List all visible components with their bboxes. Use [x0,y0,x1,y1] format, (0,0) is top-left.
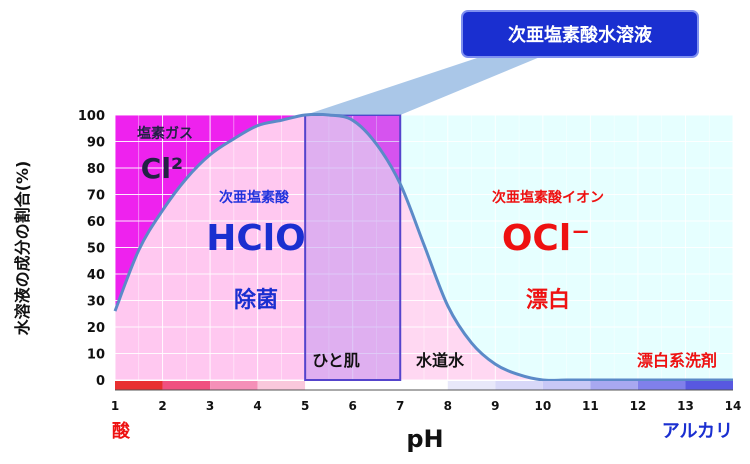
title-box [461,10,699,58]
series-curve [113,112,733,382]
x-tick-label: 9 [491,399,499,413]
y-tick-label: 100 [78,109,105,124]
ocl-formula: OCl⁻ [502,218,590,259]
series-curve-layer [113,112,734,382]
x-tick-label: 12 [630,399,647,413]
skin-annotation: ひと肌 [312,351,360,370]
hclo-use-label: 除菌 [234,287,278,313]
y-tick-label: 10 [87,348,105,363]
y-axis-label: 水溶液の成分の割合(%) [13,161,32,336]
x-tick-label: 7 [396,399,404,413]
x-tick-label: 4 [253,399,261,413]
ocl-region-label: 次亜塩素酸イオン [492,189,604,206]
ph-bar-segment [115,381,163,390]
x-tick-labels: 1 2 3 4 5 6 7 8 9 10 11 12 13 14 [111,399,742,413]
x-tick-label: 8 [444,399,452,413]
ph-bar-segment [590,381,638,390]
chart-title: 次亜塩素酸水溶液 [508,24,653,46]
x-axis-label: pH [406,425,443,453]
x-tick-label: 2 [158,399,166,413]
x-tick-label: 13 [677,399,694,413]
ph-bar-segment [495,381,543,390]
lower-right-group [400,183,733,380]
x-tick-label: 10 [534,399,551,413]
ph-bar-segment [210,381,258,390]
y-tick-label: 50 [87,242,105,257]
ph-bar-segment [637,381,686,390]
grid [114,114,734,381]
x-tick-label: 3 [206,399,214,413]
ph-bar-segment [447,381,496,390]
title-callout-pointer [305,57,540,115]
x-tick-label: 5 [301,399,309,413]
bleach-detergent-annotation: 漂白系洗剤 [637,351,717,370]
ph-bar-segment [542,381,591,390]
ph-bar-segment [352,381,401,390]
y-tick-label: 30 [87,295,105,310]
y-tick-label: 90 [87,136,105,151]
tap-water-annotation: 水道水 [416,351,465,370]
y-tick-label: 80 [87,162,105,177]
lower-right-area [400,183,733,380]
y-tick-label: 70 [87,189,105,204]
x-tick-label: 6 [349,399,357,413]
hclo-formula: HClO [206,218,306,259]
ocl-use-label: 漂白 [526,287,570,313]
skin-range-box [304,114,402,381]
y-tick-labels: 0 10 20 30 40 50 60 70 80 90 100 [78,109,105,389]
x-tick-label: 11 [582,399,599,413]
hclo-region-label: 次亜塩素酸 [219,189,290,206]
y-tick-label: 20 [87,321,105,336]
y-tick-label: 60 [87,215,105,230]
x-tick-label: 14 [725,399,742,413]
y-tick-label: 40 [87,268,105,283]
acid-label: 酸 [112,420,131,442]
alkali-label: アルカリ [662,421,733,442]
cl2-region-label: 塩素ガス [137,125,193,142]
ph-bar-segment [162,381,211,390]
x-tick-label: 1 [111,399,119,413]
ph-bar-segment [400,381,448,390]
ph-bar-segment [685,381,733,390]
y-tick-label: 0 [96,374,105,389]
ph-bar-segment [257,381,306,390]
ph-bar-segment [305,381,353,390]
ph-color-bar [115,381,733,391]
cl2-formula: Cl² [141,152,183,185]
